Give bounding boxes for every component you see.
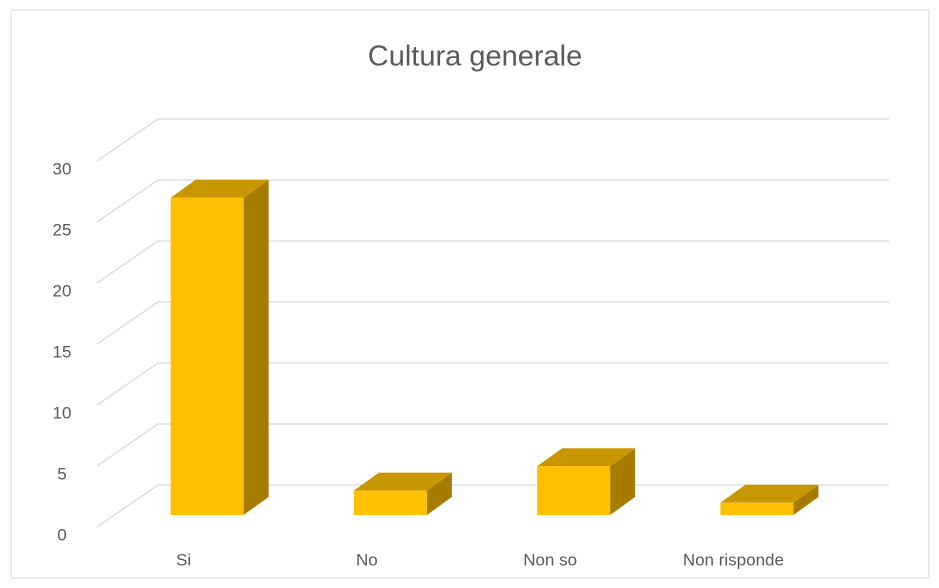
bar: [353, 490, 427, 515]
bar: [720, 502, 794, 515]
bar-top: [720, 484, 819, 503]
grid-line: [96, 240, 889, 284]
bar-top: [353, 472, 452, 491]
bar-side: [793, 484, 819, 515]
bar-top: [537, 448, 636, 467]
chart-border: [10, 9, 930, 579]
y-tick-label: 10: [53, 403, 72, 422]
grid-line: [96, 484, 889, 528]
bar: [537, 466, 611, 515]
grid-line: [96, 423, 889, 467]
bar-top: [170, 179, 269, 198]
y-tick-label: 25: [53, 220, 72, 239]
y-tick-label: 20: [53, 281, 72, 300]
bar-side: [610, 448, 636, 515]
x-tick-label: Si: [176, 550, 191, 569]
y-tick-label: 15: [53, 342, 72, 361]
chart-title: Cultura generale: [368, 41, 582, 73]
x-tick-label: No: [356, 550, 378, 569]
y-tick-label: 30: [53, 159, 72, 178]
y-tick-label: 5: [57, 464, 66, 483]
y-tick-label: 0: [57, 525, 66, 544]
bar-side: [243, 179, 269, 516]
grid-line: [96, 179, 889, 223]
grid-line: [96, 301, 889, 345]
x-tick-label: Non so: [523, 550, 577, 569]
grid-line: [96, 118, 889, 162]
grid-line: [96, 362, 889, 406]
bar-side: [426, 472, 452, 515]
bar: [170, 197, 244, 516]
x-tick-label: Non risponde: [683, 550, 784, 569]
